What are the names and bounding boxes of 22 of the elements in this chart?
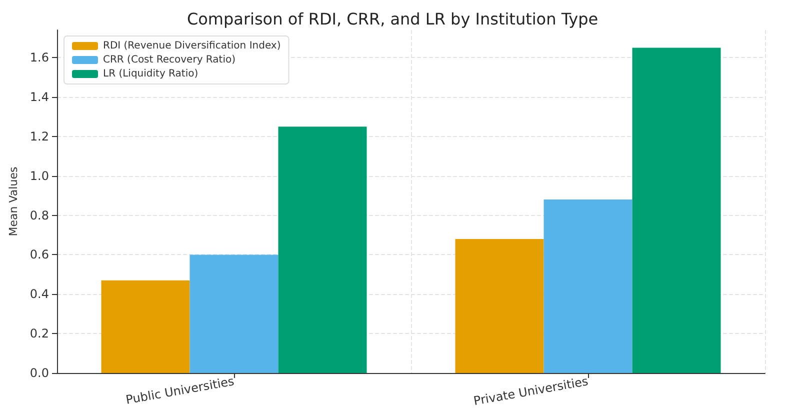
y-axis-title: Mean Values — [7, 166, 20, 236]
x-tick-label: Public Universities — [124, 374, 236, 407]
y-tick-label: 0.0 — [30, 366, 49, 380]
legend-label: RDI (Revenue Diversification Index) — [103, 40, 281, 52]
legend-label: LR (Liquidity Ratio) — [103, 68, 198, 80]
y-tick-label: 0.4 — [30, 287, 49, 302]
y-tick-label: 1.2 — [30, 129, 49, 144]
y-tick-label: 1.0 — [30, 168, 49, 183]
y-tick-label: 0.8 — [30, 208, 49, 222]
chart-title: Comparison of RDI, CRR, and LR by Institution Type — [186, 10, 598, 28]
bar — [544, 200, 632, 373]
bar — [101, 280, 190, 373]
bar — [190, 254, 278, 373]
x-tick-label: Private Universities — [472, 374, 590, 408]
bar — [632, 48, 721, 373]
y-tick-label: 1.4 — [30, 90, 49, 104]
bar — [278, 126, 367, 373]
y-tick-label: 1.6 — [30, 50, 49, 65]
y-tick-label: 0.6 — [30, 248, 49, 262]
y-tick-label: 0.2 — [30, 326, 49, 341]
bar — [455, 238, 544, 373]
legend-label: CRR (Cost Recovery Ratio) — [103, 54, 236, 66]
